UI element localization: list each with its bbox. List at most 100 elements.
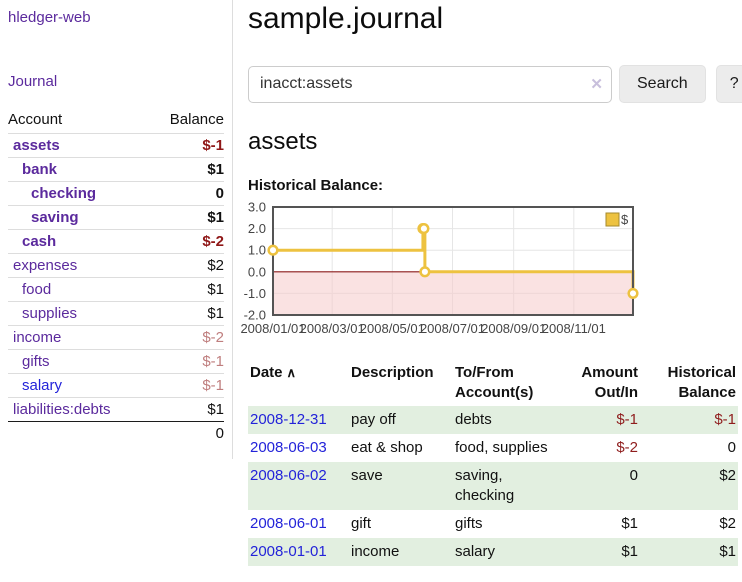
account-heading: assets	[248, 128, 318, 155]
account-balance: $-2	[149, 325, 224, 350]
account-balance: $-2	[149, 229, 224, 254]
sidebar: hledger-web Journal Account Balance asse…	[0, 0, 233, 459]
account-link[interactable]: expenses	[13, 257, 78, 274]
column-label: Description	[351, 364, 434, 381]
register-header-date[interactable]: Date ∧	[248, 360, 349, 406]
account-row: cash $-2	[8, 229, 224, 254]
account-row: assets $-1	[8, 133, 224, 158]
transaction-row: 2008-12-31 pay off debts $-1 $-1	[248, 406, 738, 434]
chart-title: Historical Balance:	[248, 177, 384, 194]
transaction-date-link[interactable]: 2008-06-03	[250, 439, 327, 456]
account-row: bank $1	[8, 157, 224, 182]
legend-swatch	[605, 212, 620, 227]
column-label: Amount Out/In	[581, 364, 638, 401]
data-point-marker	[267, 244, 279, 256]
account-link[interactable]: food	[22, 281, 52, 298]
account-link[interactable]: saving	[31, 209, 79, 226]
register-header-amount: Amount Out/In	[571, 360, 650, 406]
register-header-historical: Historical Balance	[650, 360, 738, 406]
account-balance: $1	[149, 301, 224, 326]
x-axis-tick-label: 2008/07/01	[420, 321, 485, 336]
y-axis-tick-label: -1.0	[244, 286, 266, 301]
transaction-balance: $1	[719, 543, 736, 560]
main-content: sample.journal ✕ Search ? assets Histori…	[233, 0, 742, 566]
account-row: food $1	[8, 277, 224, 302]
transaction-date-link[interactable]: 2008-12-31	[250, 411, 327, 428]
y-axis-tick-label: 1.0	[248, 243, 266, 258]
account-link[interactable]: liabilities:debts	[13, 401, 111, 418]
transaction-amount: 0	[629, 467, 638, 484]
transaction-row: 2008-06-03 eat & shop food, supplies $-2 0	[248, 434, 738, 462]
transaction-row: 2008-06-02 save saving, checking 0 $2	[248, 462, 738, 510]
transaction-balance: $-1	[714, 411, 736, 428]
legend-label: $	[621, 212, 629, 227]
search-bar: ✕ Search ?	[248, 65, 742, 103]
chart-canvas: $3.0 2.0 1.0 0.0 -1.0 -2.02008/01/012008/03/0…	[240, 200, 639, 336]
transaction-description: gift	[351, 515, 372, 532]
brand-link[interactable]: hledger-web	[8, 9, 91, 26]
transaction-description: save	[351, 467, 383, 484]
account-link[interactable]: income	[13, 329, 62, 346]
column-label: Historical Balance	[667, 364, 736, 401]
transaction-accounts: debts	[455, 411, 492, 428]
register-header-description: Description	[349, 360, 453, 406]
transaction-amount: $1	[621, 543, 638, 560]
help-button[interactable]: ?	[715, 65, 742, 103]
accounts-total-spacer	[8, 421, 150, 445]
app-window: hledger-web Journal Account Balance asse…	[0, 0, 742, 566]
transaction-amount: $1	[621, 515, 638, 532]
accounts-header-row: Account Balance	[8, 107, 224, 134]
account-row: supplies $1	[8, 301, 224, 326]
search-box: ✕	[248, 65, 612, 103]
transaction-row: 2008-01-01 income salary $1 $1	[248, 538, 738, 566]
account-row: liabilities:debts $1	[8, 397, 224, 422]
account-balance: 0	[149, 181, 224, 206]
clear-search-icon[interactable]: ✕	[590, 75, 603, 93]
account-row: income $-2	[8, 325, 224, 350]
account-link[interactable]: gifts	[22, 353, 50, 370]
account-link[interactable]: assets	[13, 137, 60, 154]
search-input[interactable]	[248, 65, 612, 103]
x-axis-tick-label: 2008/01/01	[240, 321, 305, 336]
transaction-date-link[interactable]: 2008-06-02	[250, 467, 327, 484]
register-header-row: Date ∧ Description To/From Account(s) Amount…	[248, 360, 738, 406]
account-link[interactable]: bank	[22, 161, 58, 178]
register-header-to: To/From Account(s)	[453, 360, 571, 406]
transaction-balance: $2	[719, 515, 736, 532]
page-title: sample.journal	[248, 2, 444, 35]
transaction-accounts: salary	[455, 543, 496, 560]
transaction-accounts: saving, checking	[455, 467, 515, 504]
transaction-amount: $-2	[616, 439, 638, 456]
transaction-amount: $-1	[616, 411, 638, 428]
data-point-marker	[627, 287, 639, 299]
account-balance: $1	[149, 277, 224, 302]
sort-asc-icon: ∧	[286, 365, 297, 380]
x-axis-tick-label: 2008/05/01	[360, 321, 425, 336]
transaction-description: pay off	[351, 411, 396, 428]
account-link[interactable]: salary	[22, 377, 63, 394]
transaction-balance: $2	[719, 467, 736, 484]
account-row: gifts $-1	[8, 349, 224, 374]
account-balance: $-1	[149, 349, 224, 374]
y-axis-tick-label: 2.0	[248, 221, 266, 236]
account-row: checking 0	[8, 181, 224, 206]
x-axis-tick-label: 2008/11/01	[542, 321, 606, 336]
search-button[interactable]: Search	[619, 65, 706, 103]
transaction-date-link[interactable]: 2008-06-01	[250, 515, 327, 532]
x-axis-tick-label: 2008/03/01	[300, 321, 365, 336]
transaction-description: income	[351, 543, 400, 560]
transaction-row: 2008-06-01 gift gifts $1 $2	[248, 510, 738, 538]
account-link[interactable]: checking	[31, 185, 97, 202]
account-balance: $1	[149, 205, 224, 230]
accounts-header-account: Account	[8, 111, 63, 128]
account-link[interactable]: cash	[22, 233, 57, 250]
data-point-marker	[418, 223, 430, 235]
account-row: expenses $2	[8, 253, 224, 278]
y-axis-tick-label: -2.0	[244, 308, 266, 323]
transaction-date-link[interactable]: 2008-01-01	[250, 543, 327, 560]
account-link[interactable]: supplies	[22, 305, 78, 322]
account-row: salary $-1	[8, 373, 224, 398]
transaction-balance: 0	[727, 439, 736, 456]
sidebar-item-journal[interactable]: Journal	[8, 73, 58, 90]
historical-balance-chart[interactable]: $3.0 2.0 1.0 0.0 -1.0 -2.0 2008/01/01 2008/03/0…	[240, 200, 742, 339]
